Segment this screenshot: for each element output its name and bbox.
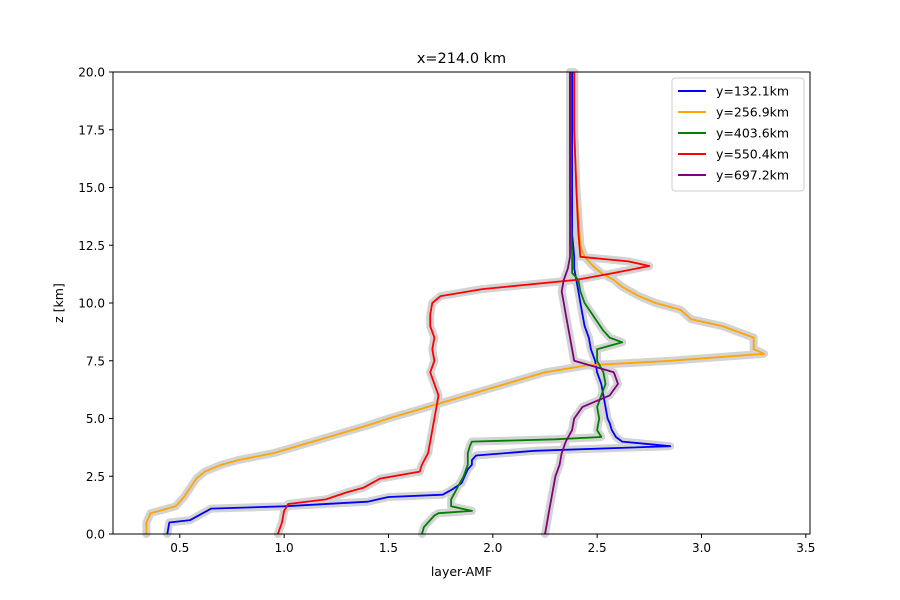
y-tick-label: 0.0 xyxy=(86,528,105,542)
legend-label: y=256.9km xyxy=(716,105,789,120)
series-line-4 xyxy=(277,72,651,535)
legend-label: y=132.1km xyxy=(716,84,789,99)
y-tick-label: 20.0 xyxy=(78,66,105,80)
x-tick-label: 0.5 xyxy=(170,541,189,555)
x-tick-label: 2.0 xyxy=(483,541,502,555)
y-tick-label: 15.0 xyxy=(78,181,105,195)
x-tick-label: 1.5 xyxy=(379,541,398,555)
series-line-5 xyxy=(544,72,619,535)
x-tick-label: 1.0 xyxy=(275,541,294,555)
series-line-3 xyxy=(421,72,624,535)
x-tick-label: 3.5 xyxy=(796,541,815,555)
y-tick-label: 10.0 xyxy=(78,297,105,311)
y-tick-label: 17.5 xyxy=(78,123,105,137)
x-axis: 0.5 1.0 1.5 2.0 2.5 3.0 3.5 xyxy=(170,534,815,555)
legend-label: y=403.6km xyxy=(716,126,789,141)
legend: y=132.1km y=256.9km y=403.6km y=550.4km y=69… xyxy=(671,77,805,192)
chart-title: x=214.0 km xyxy=(417,51,506,67)
x-tick-label: 2.5 xyxy=(588,541,607,555)
y-tick-label: 2.5 xyxy=(86,470,105,484)
x-tick-label: 3.0 xyxy=(692,541,711,555)
y-axis: 0.0 2.5 5.0 7.5 10.0 12.5 15.0 17.5 20.0 xyxy=(78,66,113,542)
y-axis-label: z [km] xyxy=(51,283,66,323)
y-tick-label: 5.0 xyxy=(86,412,105,426)
x-axis-label: layer-AMF xyxy=(431,564,492,579)
series-lines xyxy=(145,72,765,535)
y-tick-label: 7.5 xyxy=(86,354,105,368)
legend-label: y=697.2km xyxy=(716,168,789,183)
legend-box xyxy=(671,77,805,192)
legend-label: y=550.4km xyxy=(716,147,789,162)
series-line-1 xyxy=(166,72,672,535)
y-tick-label: 12.5 xyxy=(78,239,105,253)
